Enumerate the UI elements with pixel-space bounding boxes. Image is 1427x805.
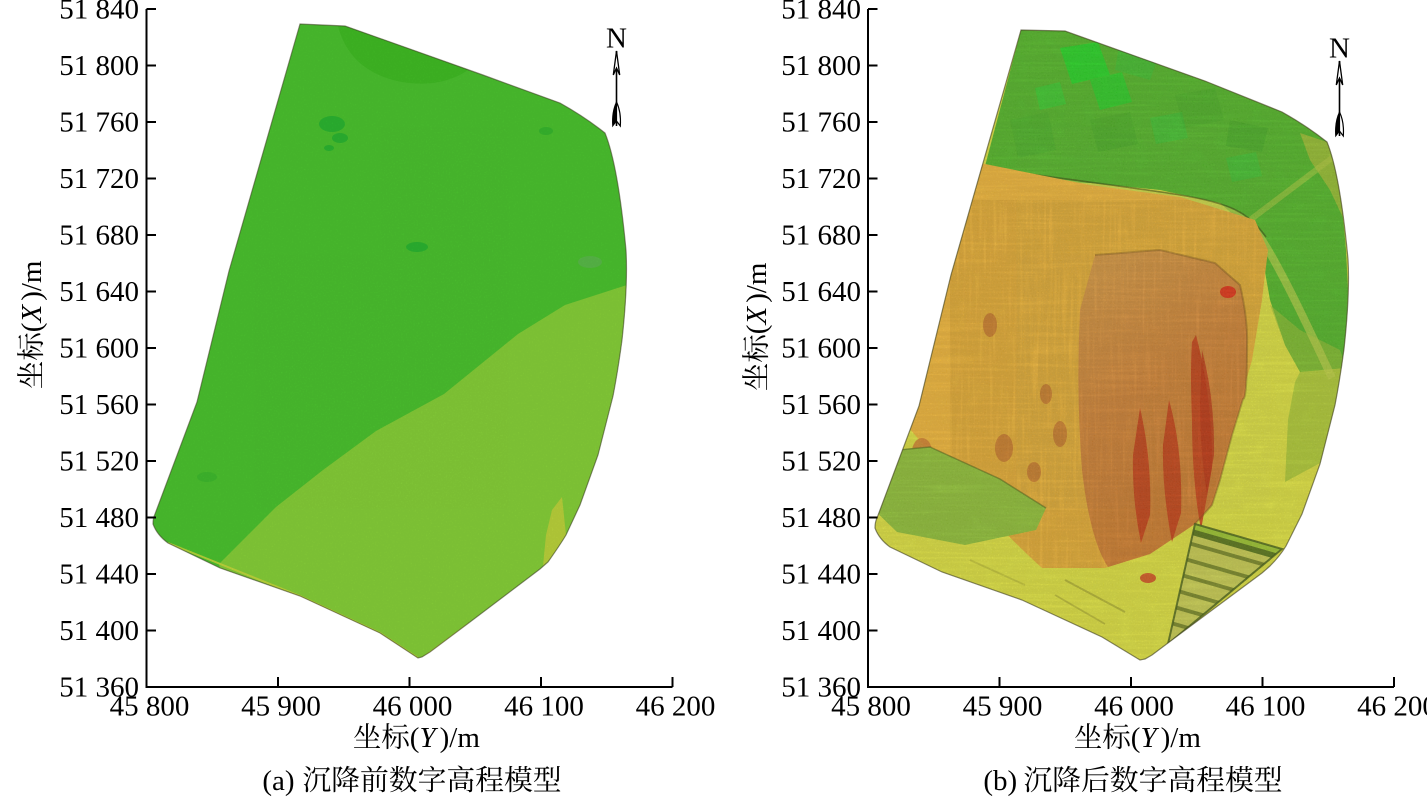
svg-text:46 000: 46 000 (373, 691, 453, 723)
svg-text:51 600: 51 600 (59, 333, 139, 365)
svg-text:51 480: 51 480 (781, 502, 861, 534)
svg-text:51 440: 51 440 (781, 559, 861, 591)
svg-text:45 900: 45 900 (241, 691, 321, 723)
svg-text:46 200: 46 200 (636, 691, 716, 723)
svg-text:51 360: 51 360 (59, 672, 139, 704)
svg-text:51 800: 51 800 (781, 50, 861, 82)
svg-text:51 560: 51 560 (59, 389, 139, 421)
svg-text:51 400: 51 400 (59, 615, 139, 647)
svg-text:51 440: 51 440 (59, 559, 139, 591)
svg-text:51 640: 51 640 (59, 276, 139, 308)
svg-text:51 640: 51 640 (781, 276, 861, 308)
svg-text:46 200: 46 200 (1357, 691, 1427, 723)
svg-text:51 800: 51 800 (59, 50, 139, 82)
svg-text:51 840: 51 840 (781, 0, 861, 26)
svg-text:(Y)/m: (Y)/m (1131, 722, 1202, 754)
svg-text:46 100: 46 100 (1226, 691, 1306, 723)
svg-text:(b): (b) (983, 765, 1017, 797)
svg-text:51 480: 51 480 (59, 502, 139, 534)
svg-text:46 000: 46 000 (1094, 691, 1174, 723)
svg-text:46 100: 46 100 (504, 691, 584, 723)
svg-text:45 800: 45 800 (110, 691, 190, 723)
svg-text:(X)/m: (X)/m (741, 262, 773, 334)
svg-text:(Y)/m: (Y)/m (410, 722, 481, 754)
svg-text:51 680: 51 680 (59, 220, 139, 252)
svg-text:51 520: 51 520 (59, 446, 139, 478)
svg-text:N: N (1329, 33, 1350, 65)
svg-text:51 840: 51 840 (59, 0, 139, 26)
svg-text:51 760: 51 760 (781, 107, 861, 139)
svg-text:51 680: 51 680 (781, 220, 861, 252)
svg-text:51 760: 51 760 (59, 107, 139, 139)
svg-text:51 520: 51 520 (781, 446, 861, 478)
svg-text:(X)/m: (X)/m (16, 260, 48, 332)
svg-text:51 360: 51 360 (781, 672, 861, 704)
svg-text:(a): (a) (262, 765, 294, 797)
svg-text:45 900: 45 900 (963, 691, 1043, 723)
svg-text:N: N (606, 23, 627, 55)
svg-text:51 560: 51 560 (781, 389, 861, 421)
svg-text:51 720: 51 720 (59, 163, 139, 195)
svg-text:51 600: 51 600 (781, 333, 861, 365)
svg-text:51 400: 51 400 (781, 615, 861, 647)
svg-text:45 800: 45 800 (831, 691, 911, 723)
svg-text:51 720: 51 720 (781, 163, 861, 195)
